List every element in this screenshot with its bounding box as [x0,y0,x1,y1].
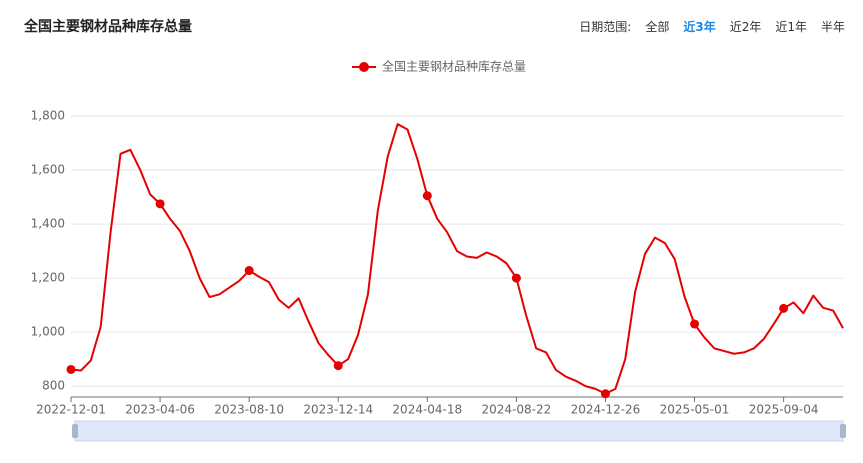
x-tick-label: 2024-08-22 [482,403,552,417]
range-option[interactable]: 近2年 [729,20,762,34]
range-option[interactable]: 近1年 [775,20,807,34]
zoom-slider [74,420,844,442]
x-tick-label: 2025-05-01 [660,403,730,417]
zoom-handle [840,424,846,438]
range-label: 日期范围: [579,20,632,34]
legend-label: 全国主要钢材品种库存总量 [382,59,526,74]
zoom-handle [72,424,78,438]
range-option[interactable]: 近3年 [683,20,716,34]
y-tick-label: 1,600 [31,163,65,177]
data-point [244,266,254,276]
data-point [511,273,521,283]
y-tick-label: 800 [42,379,65,393]
y-tick-label: 1,000 [31,325,65,339]
x-tick-label: 2023-08-10 [214,403,284,417]
range-selector: 日期范围: 全部 近3年 近2年 近1年 半年 [579,18,845,35]
data-point [779,303,789,313]
legend-marker [359,62,369,72]
data-point [333,361,343,371]
x-tick-label: 2024-04-18 [392,403,462,417]
x-tick-label: 2024-12-26 [571,403,641,417]
y-tick-label: 1,200 [31,271,65,285]
series-line [70,123,844,395]
data-point [155,199,165,209]
data-point [600,389,610,399]
x-tick-label: 2023-04-06 [125,403,195,417]
data-point [422,191,432,201]
y-tick-label: 1,400 [31,217,65,231]
x-tick-label: 2025-09-04 [749,403,819,417]
x-tick-label: 2023-12-14 [303,403,373,417]
data-point [690,319,700,329]
x-tick-label: 2022-12-01 [36,403,106,417]
y-tick-label: 1,800 [31,109,65,123]
range-option[interactable]: 全部 [645,20,670,34]
range-option[interactable]: 半年 [820,20,845,34]
data-point [66,364,76,374]
page-title: 全国主要钢材品种库存总量 [24,19,192,35]
